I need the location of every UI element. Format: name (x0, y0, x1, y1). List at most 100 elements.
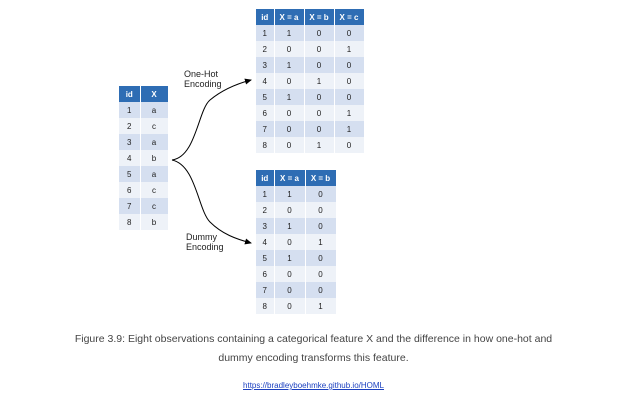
column-header: X = b (304, 9, 335, 25)
table-cell: b (140, 214, 169, 230)
table-cell: 0 (305, 266, 337, 282)
table-cell: a (140, 134, 169, 150)
column-header: X (140, 86, 169, 102)
table-cell: 0 (334, 57, 365, 73)
table-header-row: id X = a X = b (256, 170, 337, 186)
table-cell: 1 (256, 25, 275, 41)
table-cell: 0 (305, 282, 337, 298)
table-cell: b (140, 150, 169, 166)
dummy-encoding-label: Dummy Encoding (186, 232, 224, 252)
table-cell: 0 (274, 234, 306, 250)
table-cell: 0 (274, 41, 305, 57)
column-header: id (256, 170, 275, 186)
caption-line: Figure 3.9: Eight observations containin… (74, 333, 553, 345)
table-cell: 1 (304, 73, 335, 89)
table-cell: 0 (334, 137, 365, 153)
source-link[interactable]: https://bradleyboehmke.github.io/HOML (243, 381, 384, 390)
table-cell: 0 (274, 298, 306, 314)
table-cell: 1 (304, 137, 335, 153)
dummy-arrow (171, 159, 252, 245)
one-hot-arrow (171, 78, 252, 161)
table-cell: 0 (274, 282, 306, 298)
table-cell: 1 (256, 186, 275, 202)
table-cell: 3 (256, 218, 275, 234)
table-cell: 0 (304, 25, 335, 41)
table-cell: 0 (304, 41, 335, 57)
label-line: Encoding (184, 79, 222, 89)
table-cell: 1 (274, 218, 306, 234)
table-cell: 5 (256, 89, 275, 105)
table-header-row: id X = a X = b X = c (256, 9, 365, 25)
table-cell: 0 (274, 137, 305, 153)
table-cell: 0 (304, 105, 335, 121)
table-cell: 0 (334, 89, 365, 105)
table-cell: 5 (256, 250, 275, 266)
table-cell: a (140, 166, 169, 182)
label-line: One-Hot (184, 69, 219, 79)
table-cell: c (140, 182, 169, 198)
table-cell: 4 (256, 234, 275, 250)
table-cell: 6 (256, 105, 275, 121)
table-cell: c (140, 118, 169, 134)
table-cell: 1 (334, 121, 365, 137)
table-cell: 2 (256, 41, 275, 57)
column-header: X = a (274, 170, 306, 186)
table-cell: 1 (119, 102, 141, 118)
table-cell: 0 (274, 105, 305, 121)
table-cell: 7 (119, 198, 141, 214)
table-cell: 1 (274, 89, 305, 105)
table-cell: 0 (334, 73, 365, 89)
table-cell: 2 (119, 118, 141, 134)
table-cell: 3 (119, 134, 141, 150)
table-cell: 7 (256, 121, 275, 137)
table-cell: 0 (274, 266, 306, 282)
table-cell: 0 (305, 202, 337, 218)
table-cell: 1 (274, 250, 306, 266)
table-cell: c (140, 198, 169, 214)
table-cell: 5 (119, 166, 141, 182)
table-cell: 0 (304, 121, 335, 137)
table-cell: 1 (274, 186, 306, 202)
table-cell: 2 (256, 202, 275, 218)
table-cell: 6 (119, 182, 141, 198)
table-cell: 1 (274, 25, 305, 41)
table-cell: 3 (256, 57, 275, 73)
table-cell: 0 (274, 121, 305, 137)
label-line: Dummy (186, 232, 217, 242)
table-cell: 0 (334, 25, 365, 41)
table-cell: 4 (256, 73, 275, 89)
table-cell: a (140, 102, 169, 118)
table-cell: 8 (256, 137, 275, 153)
table-cell: 0 (305, 186, 337, 202)
table-cell: 0 (305, 218, 337, 234)
table-cell: 1 (274, 57, 305, 73)
column-header: X = b (305, 170, 337, 186)
table-cell: 0 (274, 73, 305, 89)
table-cell: 1 (305, 298, 337, 314)
table-cell: 0 (305, 250, 337, 266)
table-cell: 0 (304, 57, 335, 73)
column-header: X = a (274, 9, 305, 25)
